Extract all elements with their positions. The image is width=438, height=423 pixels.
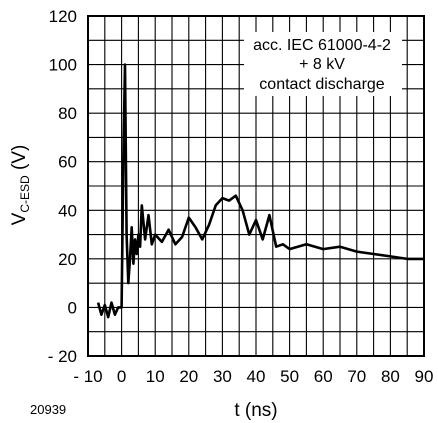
annotation-box: acc. IEC 61000-4-2 + 8 kV contact discha…	[244, 32, 402, 96]
y-tick-label: 100	[49, 56, 77, 75]
y-tick-label: 80	[58, 104, 77, 123]
y-tick-label: 60	[58, 153, 77, 172]
x-tick-label: 70	[347, 367, 366, 386]
x-tick-label: - 10	[73, 367, 102, 386]
x-tick-label: 90	[415, 367, 434, 386]
figure-id: 20939	[30, 402, 66, 417]
y-tick-label: 120	[49, 7, 77, 26]
voltage-curve	[96, 63, 424, 319]
x-tick-label: 20	[179, 367, 198, 386]
y-tick-labels: - 20 0 20 40 60 80 100 120	[48, 7, 77, 366]
y-axis-label: VC-ESD (V)	[9, 145, 32, 226]
x-tick-label: 10	[146, 367, 165, 386]
y-tick-label: 0	[68, 298, 77, 317]
annotation-line-1: acc. IEC 61000-4-2	[253, 37, 391, 54]
plot-frame	[87, 15, 425, 357]
y-tick-label: 20	[58, 250, 77, 269]
series-line	[96, 63, 424, 319]
x-tick-label: 0	[117, 367, 126, 386]
x-axis-label: t (ns)	[234, 400, 277, 421]
x-tick-label: 40	[247, 367, 266, 386]
x-tick-label: 80	[381, 367, 400, 386]
annotation-line-3: contact discharge	[259, 76, 385, 93]
y-axis-label-subscript: C-ESD	[18, 175, 32, 213]
y-tick-label: - 20	[48, 347, 77, 366]
y-axis-label-main: V	[9, 212, 30, 225]
y-tick-label: 40	[58, 201, 77, 220]
y-axis-label-unit: (V)	[9, 145, 30, 176]
x-tick-label: 60	[314, 367, 333, 386]
annotation-line-2: + 8 kV	[299, 56, 345, 73]
x-tick-label: 30	[213, 367, 232, 386]
x-tick-label: 50	[280, 367, 299, 386]
x-tick-labels: - 10 0 10 20 30 40 50 60 70 80 90	[73, 367, 433, 386]
